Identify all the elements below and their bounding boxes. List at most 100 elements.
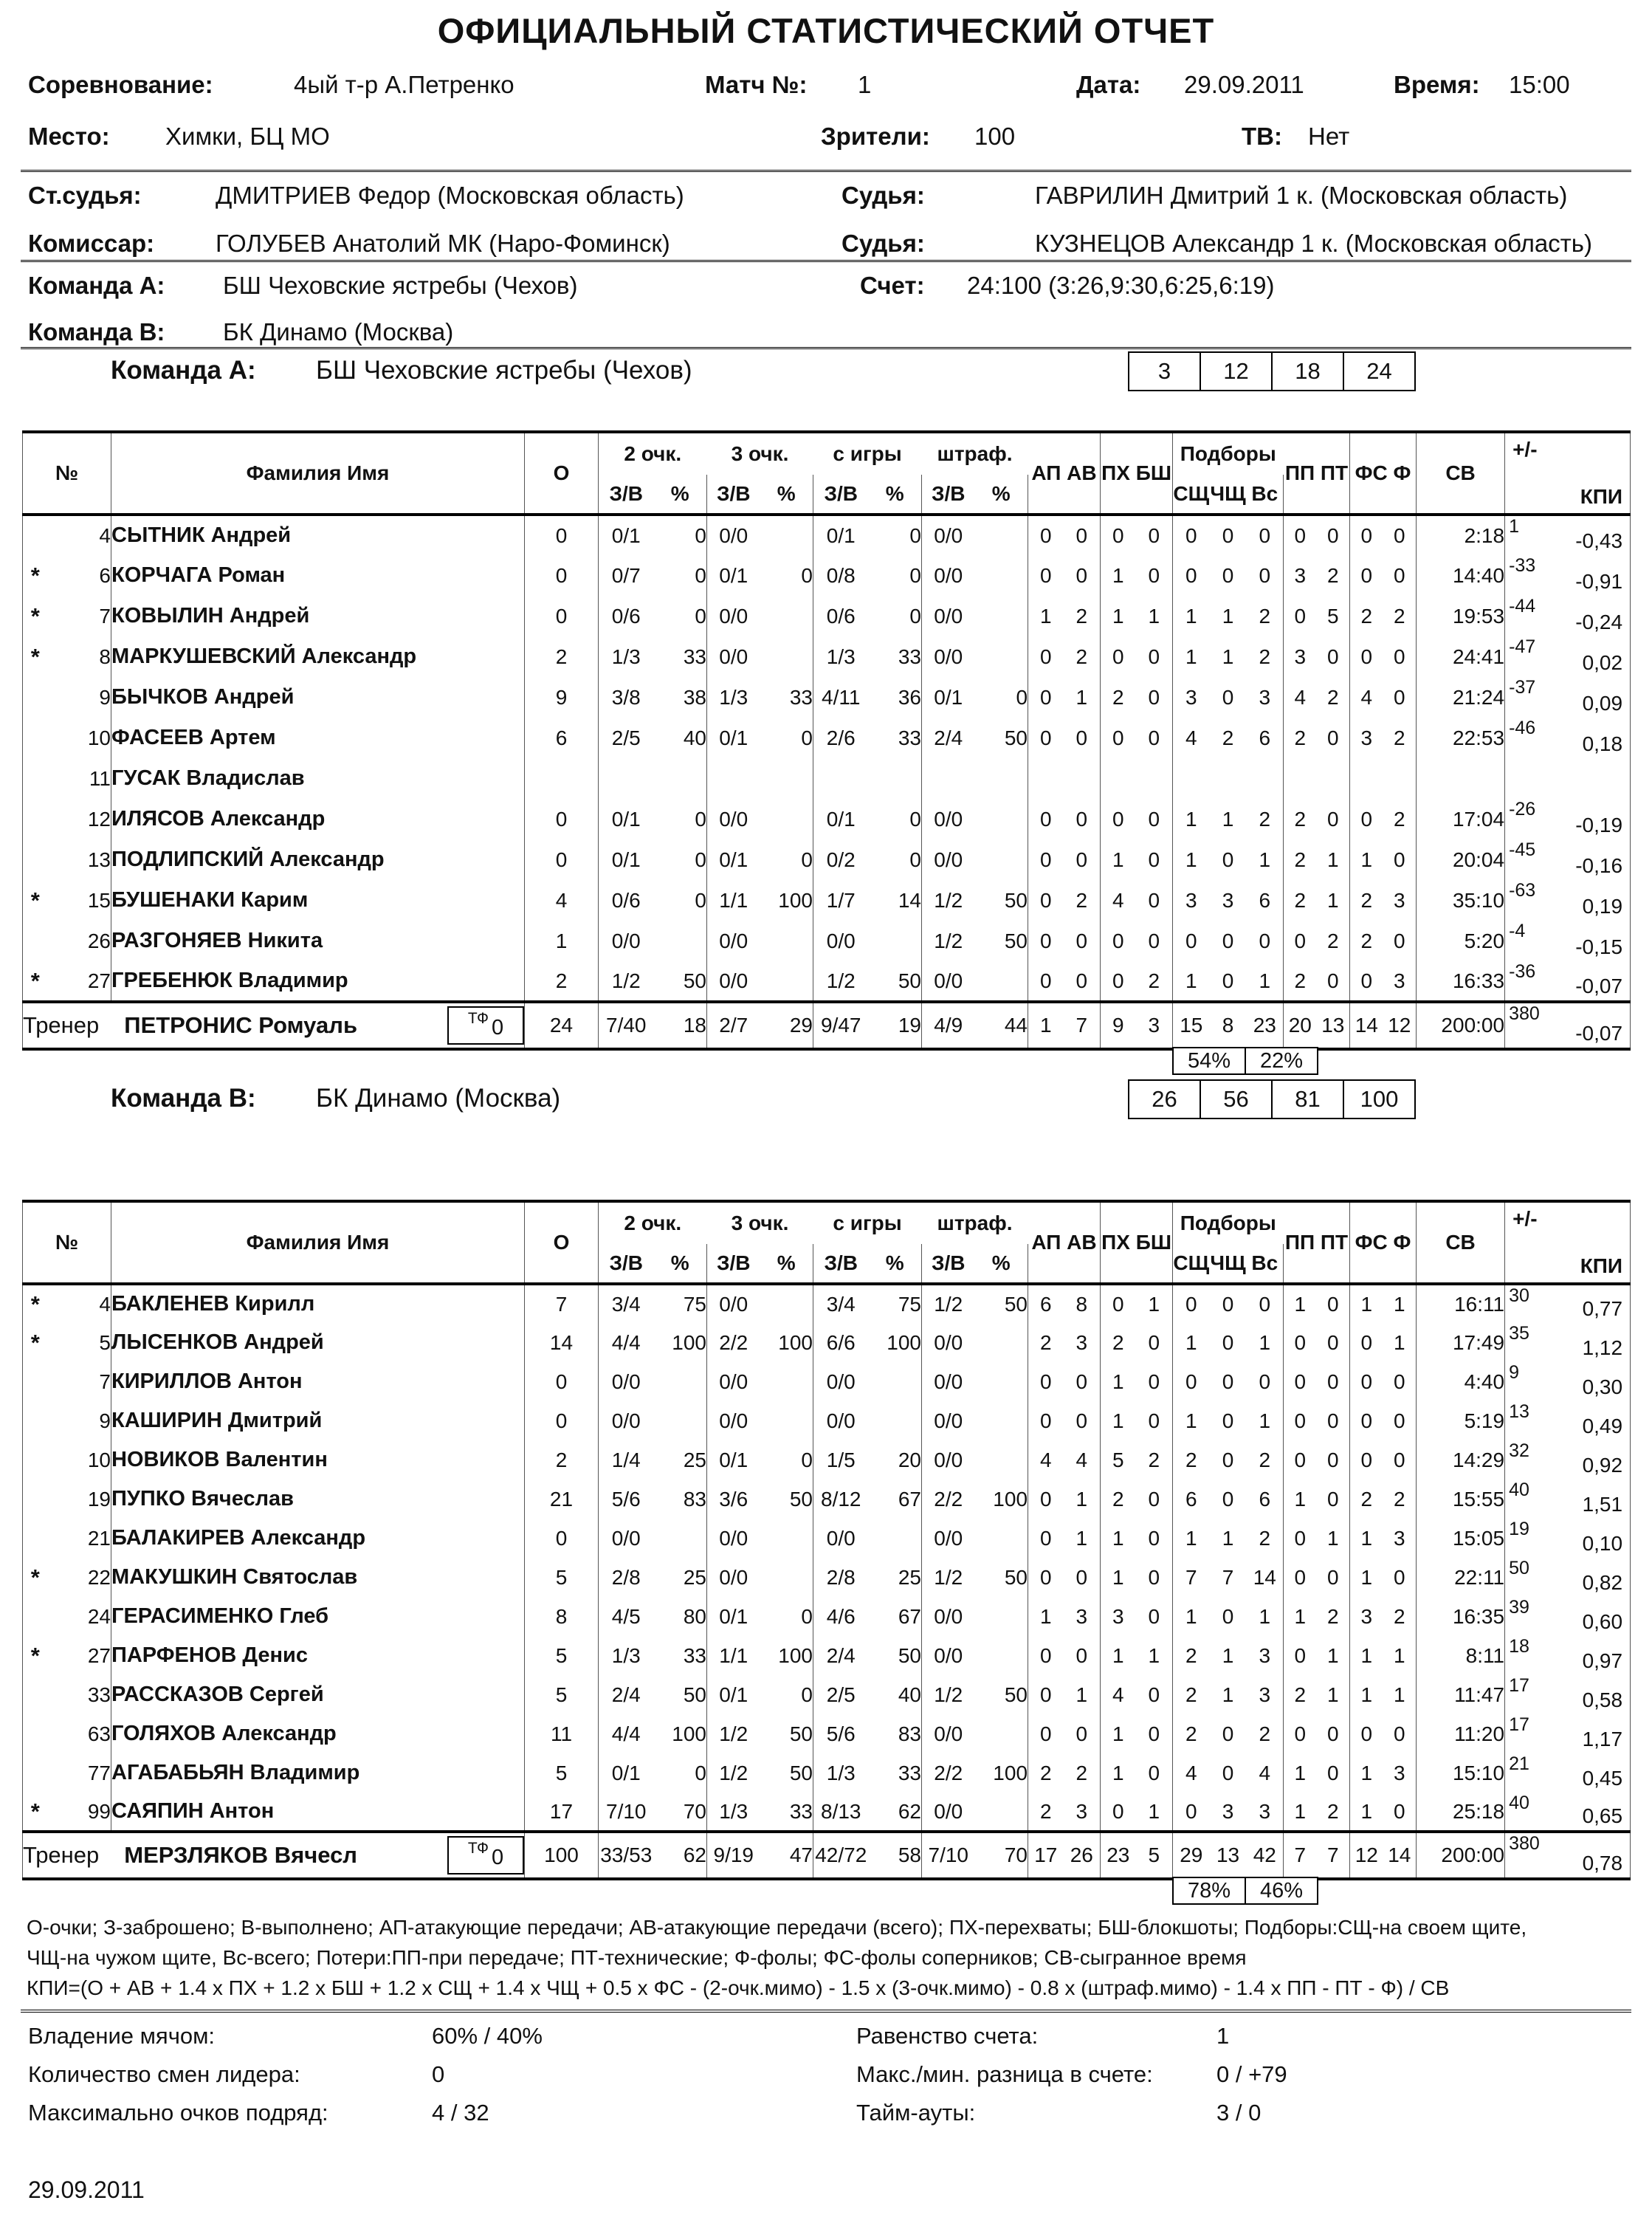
stat-fgpct <box>868 1362 922 1401</box>
stat-o: 8 <box>524 1597 599 1636</box>
stat-p3: 0/0 <box>719 929 748 952</box>
stat-ap: 1 <box>1039 604 1052 628</box>
stat-fg: 2/6 <box>826 726 856 749</box>
stat-vs: 3 <box>1246 1636 1284 1675</box>
subheader-percent: % <box>868 1244 922 1284</box>
subheader-own-board: СЩ <box>1173 482 1210 505</box>
stat-vs: 2 <box>1246 799 1284 839</box>
stat-ft: 0/0 <box>934 807 963 831</box>
stat-ap: 0 <box>1039 1526 1052 1550</box>
stat-p2: 0/0 <box>611 1409 641 1432</box>
stat-px: 1 <box>1112 604 1124 628</box>
stat-sq: 1 <box>1185 1330 1197 1354</box>
stat-ftpct: 50 <box>974 1558 1029 1597</box>
stat-fgpct: 83 <box>868 1714 922 1753</box>
plusminus-value: -33 <box>1509 555 1536 576</box>
stat-f: 1 <box>1383 1323 1417 1362</box>
stat-fg <box>813 758 869 799</box>
team-b-section-label: Команда В: <box>111 1084 256 1113</box>
stat-pt: 5 <box>1316 596 1351 636</box>
stat-fs: 0 <box>1360 645 1373 668</box>
stat-ft: 0/0 <box>934 848 963 871</box>
kpi-value: 0,02 <box>1582 651 1623 674</box>
player-name: МАРКУШЕВСКИЙ Александр <box>111 636 525 677</box>
stat-plusminus-kpi: 32 0,92 <box>1505 1440 1631 1480</box>
stat-bsh: 0 <box>1135 1675 1174 1714</box>
plusminus-value: 50 <box>1509 1558 1529 1578</box>
stat-p3: 3/6 <box>719 1487 748 1511</box>
stat-p2: 0/6 <box>611 888 641 912</box>
stat-px: 4 <box>1112 888 1124 912</box>
stat-fs: 1 <box>1349 1282 1383 1323</box>
stat-ap: 4 <box>1039 1448 1052 1471</box>
stat-ftpct: 50 <box>974 718 1029 758</box>
stat-ftpct <box>974 1323 1029 1362</box>
stat-sq: 1 <box>1185 1526 1197 1550</box>
starting-five-mark <box>23 1440 48 1480</box>
stat-fs: 1 <box>1360 1643 1373 1667</box>
stat-plusminus-kpi: 19 0,10 <box>1505 1519 1631 1558</box>
stat-p3pct: 0 <box>760 1440 813 1480</box>
stat-px: 1 <box>1112 1565 1124 1589</box>
stat-chq: 0 <box>1222 1448 1234 1471</box>
stat-ftpct <box>974 758 1029 799</box>
stat-fgpct <box>868 921 922 961</box>
stat-vs: 2 <box>1246 1714 1284 1753</box>
stat-p3pct: 50 <box>760 1480 813 1519</box>
tv-label: ТВ: <box>1242 123 1282 150</box>
total-vs: 42 <box>1246 1830 1284 1880</box>
stat-plusminus-kpi: 1 -0,43 <box>1504 513 1631 555</box>
stat-ap: 0 <box>1039 1722 1052 1745</box>
team-b-rebound-percentages: 78% 46% <box>1172 1877 1318 1905</box>
kpi-value: 0,49 <box>1582 1415 1623 1437</box>
stat-p3: 0/1 <box>719 726 748 749</box>
lead-changes-label: Количество смен лидера: <box>28 2061 300 2087</box>
starting-five-mark <box>23 921 48 961</box>
team-b-section-name: БК Динамо (Москва) <box>316 1084 561 1113</box>
stat-av: 0 <box>1063 718 1101 758</box>
stat-px: 0 <box>1112 929 1124 952</box>
stat-sv: 16:11 <box>1416 1282 1506 1323</box>
stat-av: 0 <box>1063 1636 1101 1675</box>
stat-av: 0 <box>1063 961 1101 1002</box>
stat-plusminus-kpi <box>1505 758 1631 799</box>
max-run-value: 4 / 32 <box>432 2100 489 2126</box>
stat-sv: 4:40 <box>1416 1362 1506 1401</box>
stat-pp: 0 <box>1294 1448 1307 1471</box>
stat-vs: 4 <box>1246 1753 1284 1793</box>
stat-f: 0 <box>1383 1362 1417 1401</box>
stat-p2: 0/7 <box>611 563 641 587</box>
stat-bsh: 0 <box>1135 1714 1174 1753</box>
stat-fg: 5/6 <box>826 1722 856 1745</box>
stat-ft: 1/2 <box>934 1683 963 1706</box>
stat-sq <box>1173 758 1210 799</box>
stat-p2: 0/1 <box>611 807 641 831</box>
subheader-made-attempted: З/В <box>824 482 858 505</box>
stat-plusminus-kpi: 40 1,51 <box>1505 1480 1631 1519</box>
stat-fs: 0 <box>1360 969 1373 992</box>
player-number: 7 <box>47 596 111 636</box>
stat-ap: 0 <box>1039 1683 1052 1706</box>
stat-plusminus-kpi: 17 1,17 <box>1505 1714 1631 1753</box>
stat-ft: 0/0 <box>934 1448 963 1471</box>
stat-ftpct <box>974 555 1029 596</box>
player-row: * 6 КОРЧАГА Роман 0 0/7 0 0/1 0 0/8 0 0/0 0 0 1 0 0 0 0 3 2… <box>23 555 1631 596</box>
stat-av: 0 <box>1063 921 1101 961</box>
stat-fs: 1 <box>1360 1565 1373 1589</box>
stat-pt: 2 <box>1316 555 1351 596</box>
stat-p3pct: 0 <box>760 1597 813 1636</box>
stat-av: 0 <box>1063 555 1101 596</box>
stat-vs: 2 <box>1246 1519 1284 1558</box>
starting-five-mark <box>23 1401 48 1440</box>
player-row: * 27 ПАРФЕНОВ Денис 5 1/3 33 1/1 100 2/4 50 0/0 0 0 1… <box>23 1636 1631 1675</box>
stat-o <box>524 758 599 799</box>
stat-fs: 0 <box>1360 1330 1373 1354</box>
stat-sq: 0 <box>1185 929 1197 952</box>
stat-f: 0 <box>1383 1714 1417 1753</box>
team-a-rebound-percentages: 54% 22% <box>1172 1047 1318 1075</box>
stat-fs: 0 <box>1360 563 1373 587</box>
player-number: 13 <box>47 839 111 880</box>
player-row: * 5 ЛЫСЕНКОВ Андрей 14 4/4 100 2/2 100 6/6 100 0/0… <box>23 1323 1631 1362</box>
player-name: КАШИРИН Дмитрий <box>111 1401 525 1440</box>
